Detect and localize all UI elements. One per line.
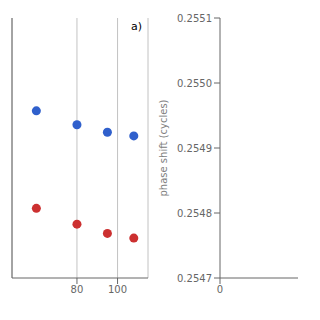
html-text:a): a): [131, 20, 142, 33]
svg-text:0.2550: 0.2550: [177, 78, 212, 89]
svg-text:0.2547: 0.2547: [177, 273, 212, 284]
svg-text:100: 100: [108, 284, 127, 295]
svg-text:0: 0: [217, 284, 223, 295]
svg-text:phase shift (cycles): phase shift (cycles): [158, 99, 169, 196]
svg-text:0.2548: 0.2548: [177, 208, 212, 219]
svg-text:0.2549: 0.2549: [177, 143, 212, 154]
svg-text:0.2551: 0.2551: [177, 13, 212, 24]
svg-text:80: 80: [71, 284, 84, 295]
